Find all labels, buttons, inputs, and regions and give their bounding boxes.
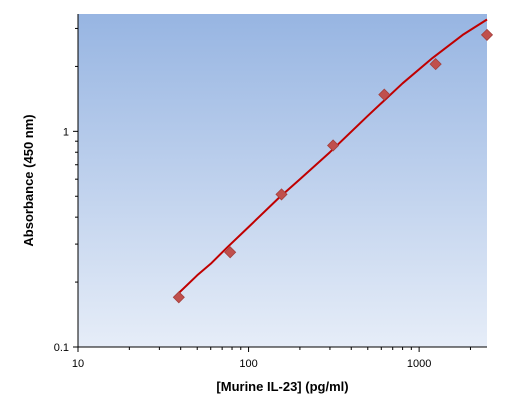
data-point xyxy=(378,88,391,101)
data-point xyxy=(275,188,288,201)
data-point xyxy=(172,291,185,304)
y-tick-label: 0.1 xyxy=(54,342,69,354)
x-tick-label: 10 xyxy=(72,358,84,370)
y-axis-title: Absorbance (450 nm) xyxy=(21,114,36,246)
data-point xyxy=(327,139,340,152)
axes xyxy=(73,14,487,352)
x-tick-label: 1000 xyxy=(407,358,431,370)
data-point xyxy=(480,28,494,41)
tick-labels: 10 100 1000 0.1 1 xyxy=(54,126,432,370)
data-point xyxy=(429,58,442,71)
points-layer xyxy=(172,28,494,304)
data-point xyxy=(224,246,237,259)
x-tick-label: 100 xyxy=(239,358,257,370)
fit-curve xyxy=(178,18,488,294)
x-axis-title: [Murine IL-23] (pg/ml) xyxy=(216,379,348,394)
fit-layer xyxy=(178,18,488,294)
y-tick-label: 1 xyxy=(63,126,69,138)
